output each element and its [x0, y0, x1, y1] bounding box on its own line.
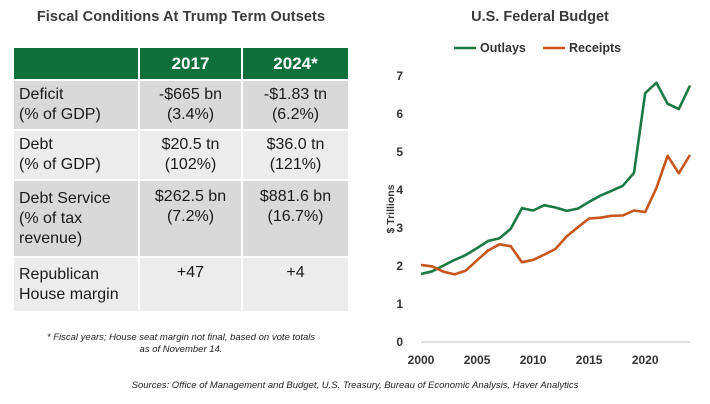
y-tick-label: 2 — [396, 259, 403, 273]
y-axis-label: $ Trillions — [385, 184, 397, 233]
row-label: Republican House margin — [14, 256, 139, 311]
legend-label-receipts: Receipts — [569, 41, 621, 55]
row-label: Debt Service (% of tax revenue) — [14, 179, 139, 257]
x-tick-label: 2005 — [464, 353, 491, 367]
cell-2017: $262.5 bn (7.2%) — [138, 179, 242, 257]
cell-2017: +47 — [138, 256, 242, 311]
y-tick-label: 0 — [396, 335, 403, 349]
series-line-receipts — [420, 154, 692, 276]
series-line-outlays — [420, 81, 692, 276]
row-label: Debt (% of GDP) — [14, 129, 139, 180]
fiscal-conditions-table: 2017 2024* Deficit (% of GDP) -$665 bn (3.… — [14, 48, 348, 311]
row-house-margin: Republican House margin +47 +4 — [14, 256, 348, 311]
y-tick-label: 7 — [396, 69, 403, 83]
header-2017: 2017 — [138, 48, 242, 80]
row-label: Deficit (% of GDP) — [14, 79, 139, 130]
row-deficit: Deficit (% of GDP) -$665 bn (3.4%) -$1.83 … — [14, 79, 348, 130]
x-tick-label: 2020 — [632, 353, 659, 367]
cell-2024: -$1.83 tn (6.2%) — [241, 79, 348, 130]
table-title: Fiscal Conditions At Trump Term Outsets — [36, 9, 326, 25]
y-tick-label: 6 — [396, 107, 403, 121]
cell-2017: -$665 bn (3.4%) — [138, 79, 242, 130]
cell-2024: $36.0 tn (121%) — [241, 129, 348, 180]
sources-note: Sources: Office of Management and Budget… — [131, 380, 579, 391]
table-footnote: * Fiscal years; House seat margin not fi… — [46, 332, 316, 355]
y-tick-label: 3 — [396, 221, 403, 235]
y-tick-label: 1 — [396, 297, 403, 311]
legend-label-outlays: Outlays — [480, 41, 526, 55]
x-tick-label: 2015 — [576, 353, 603, 367]
cell-2024: +4 — [241, 256, 348, 311]
row-debt: Debt (% of GDP) $20.5 tn (102%) $36.0 tn (1… — [14, 129, 348, 180]
header-2024: 2024* — [241, 48, 348, 80]
x-tick-label: 2000 — [408, 353, 435, 367]
y-tick-label: 4 — [396, 183, 403, 197]
row-debt-service: Debt Service (% of tax revenue) $262.5 bn(… — [14, 179, 348, 257]
y-tick-label: 5 — [396, 145, 403, 159]
cell-2017: $20.5 tn (102%) — [138, 129, 242, 180]
header-label-cell — [14, 48, 139, 80]
cell-2024: $881.6 bn (16.7%) — [241, 179, 348, 257]
x-tick-label: 2010 — [520, 353, 547, 367]
table-header-row: 2017 2024* — [14, 48, 348, 80]
chart-title: U.S. Federal Budget — [471, 9, 609, 25]
